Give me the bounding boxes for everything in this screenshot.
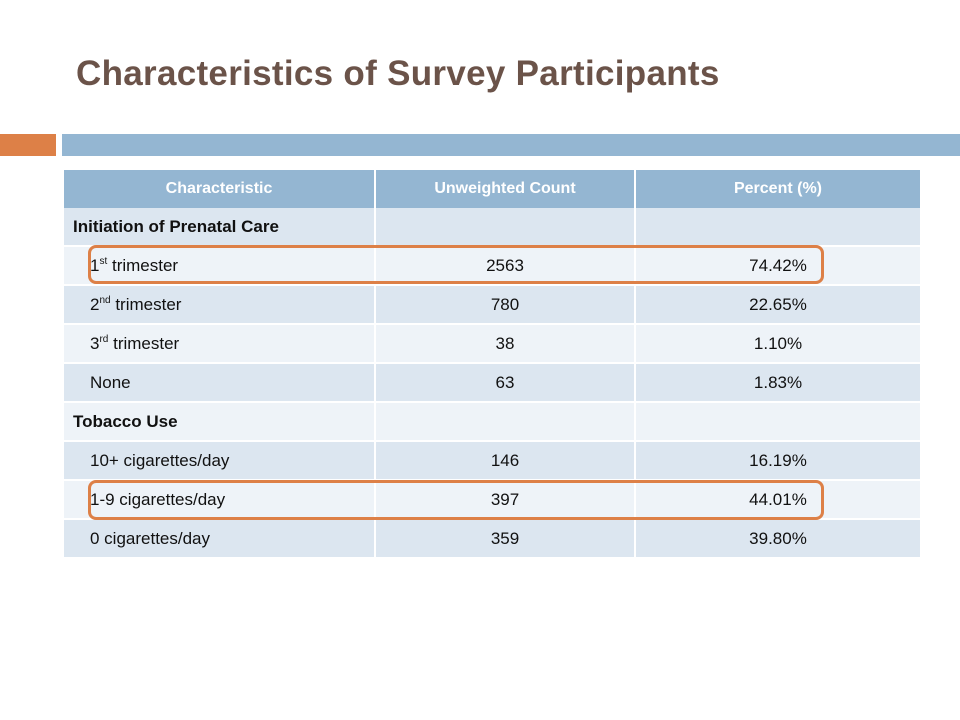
percent-cell: 1.83% xyxy=(635,363,920,403)
table-row: 10+ cigarettes/day 146 16.19% xyxy=(64,441,920,481)
section-row: Initiation of Prenatal Care xyxy=(64,208,920,247)
section-label: Tobacco Use xyxy=(64,402,376,442)
count-cell: 780 xyxy=(375,285,636,325)
row-label-text: 10+ cigarettes/day xyxy=(90,450,230,470)
percent-cell: 39.80% xyxy=(635,519,920,559)
row-label: 1-9 cigarettes/day xyxy=(64,480,376,520)
row-label-text: 0 cigarettes/day xyxy=(90,528,211,548)
row-label: None xyxy=(64,363,376,403)
ordinal-suffix: st xyxy=(99,255,108,267)
row-label-text: None xyxy=(90,372,131,392)
row-label-rest: trimester xyxy=(108,333,180,353)
participants-table: Characteristic Unweighted Count Percent … xyxy=(64,170,920,559)
count-cell: 146 xyxy=(375,441,636,481)
row-label-text: 3 xyxy=(90,333,100,353)
table-row: None 63 1.83% xyxy=(64,363,920,403)
table-row: 1-9 cigarettes/day 397 44.01% xyxy=(64,480,920,520)
table-header-row: Characteristic Unweighted Count Percent … xyxy=(64,170,920,208)
column-header: Percent (%) xyxy=(635,170,920,208)
percent-cell: 22.65% xyxy=(635,285,920,325)
percent-cell: 16.19% xyxy=(635,441,920,481)
empty-cell xyxy=(635,402,920,442)
page-title: Characteristics of Survey Participants xyxy=(76,54,720,93)
count-cell: 63 xyxy=(375,363,636,403)
table-row: 2nd trimester 780 22.65% xyxy=(64,285,920,325)
ordinal-suffix: rd xyxy=(99,333,109,345)
count-cell: 397 xyxy=(375,480,636,520)
table-row: 3rd trimester 38 1.10% xyxy=(64,324,920,364)
empty-cell xyxy=(375,208,636,247)
row-label-rest: trimester xyxy=(110,294,182,314)
row-label: 2nd trimester xyxy=(64,285,376,325)
section-row: Tobacco Use xyxy=(64,402,920,442)
row-label: 1st trimester xyxy=(64,246,376,286)
count-cell: 359 xyxy=(375,519,636,559)
row-label-text: 1-9 cigarettes/day xyxy=(90,489,226,509)
row-label-rest: trimester xyxy=(107,255,179,275)
title-divider-bar xyxy=(62,134,960,156)
row-label: 10+ cigarettes/day xyxy=(64,441,376,481)
row-label-text: 2 xyxy=(90,294,100,314)
table-row: 1st trimester 2563 74.42% xyxy=(64,246,920,286)
row-label: 3rd trimester xyxy=(64,324,376,364)
percent-cell: 44.01% xyxy=(635,480,920,520)
ordinal-suffix: nd xyxy=(99,294,111,306)
empty-cell xyxy=(375,402,636,442)
percent-cell: 74.42% xyxy=(635,246,920,286)
count-cell: 38 xyxy=(375,324,636,364)
count-cell: 2563 xyxy=(375,246,636,286)
column-header: Characteristic xyxy=(64,170,376,208)
empty-cell xyxy=(635,208,920,247)
accent-bar xyxy=(0,134,56,156)
row-label: 0 cigarettes/day xyxy=(64,519,376,559)
section-label: Initiation of Prenatal Care xyxy=(64,208,376,247)
percent-cell: 1.10% xyxy=(635,324,920,364)
column-header: Unweighted Count xyxy=(375,170,636,208)
row-label-text: 1 xyxy=(90,255,100,275)
table-row: 0 cigarettes/day 359 39.80% xyxy=(64,519,920,559)
